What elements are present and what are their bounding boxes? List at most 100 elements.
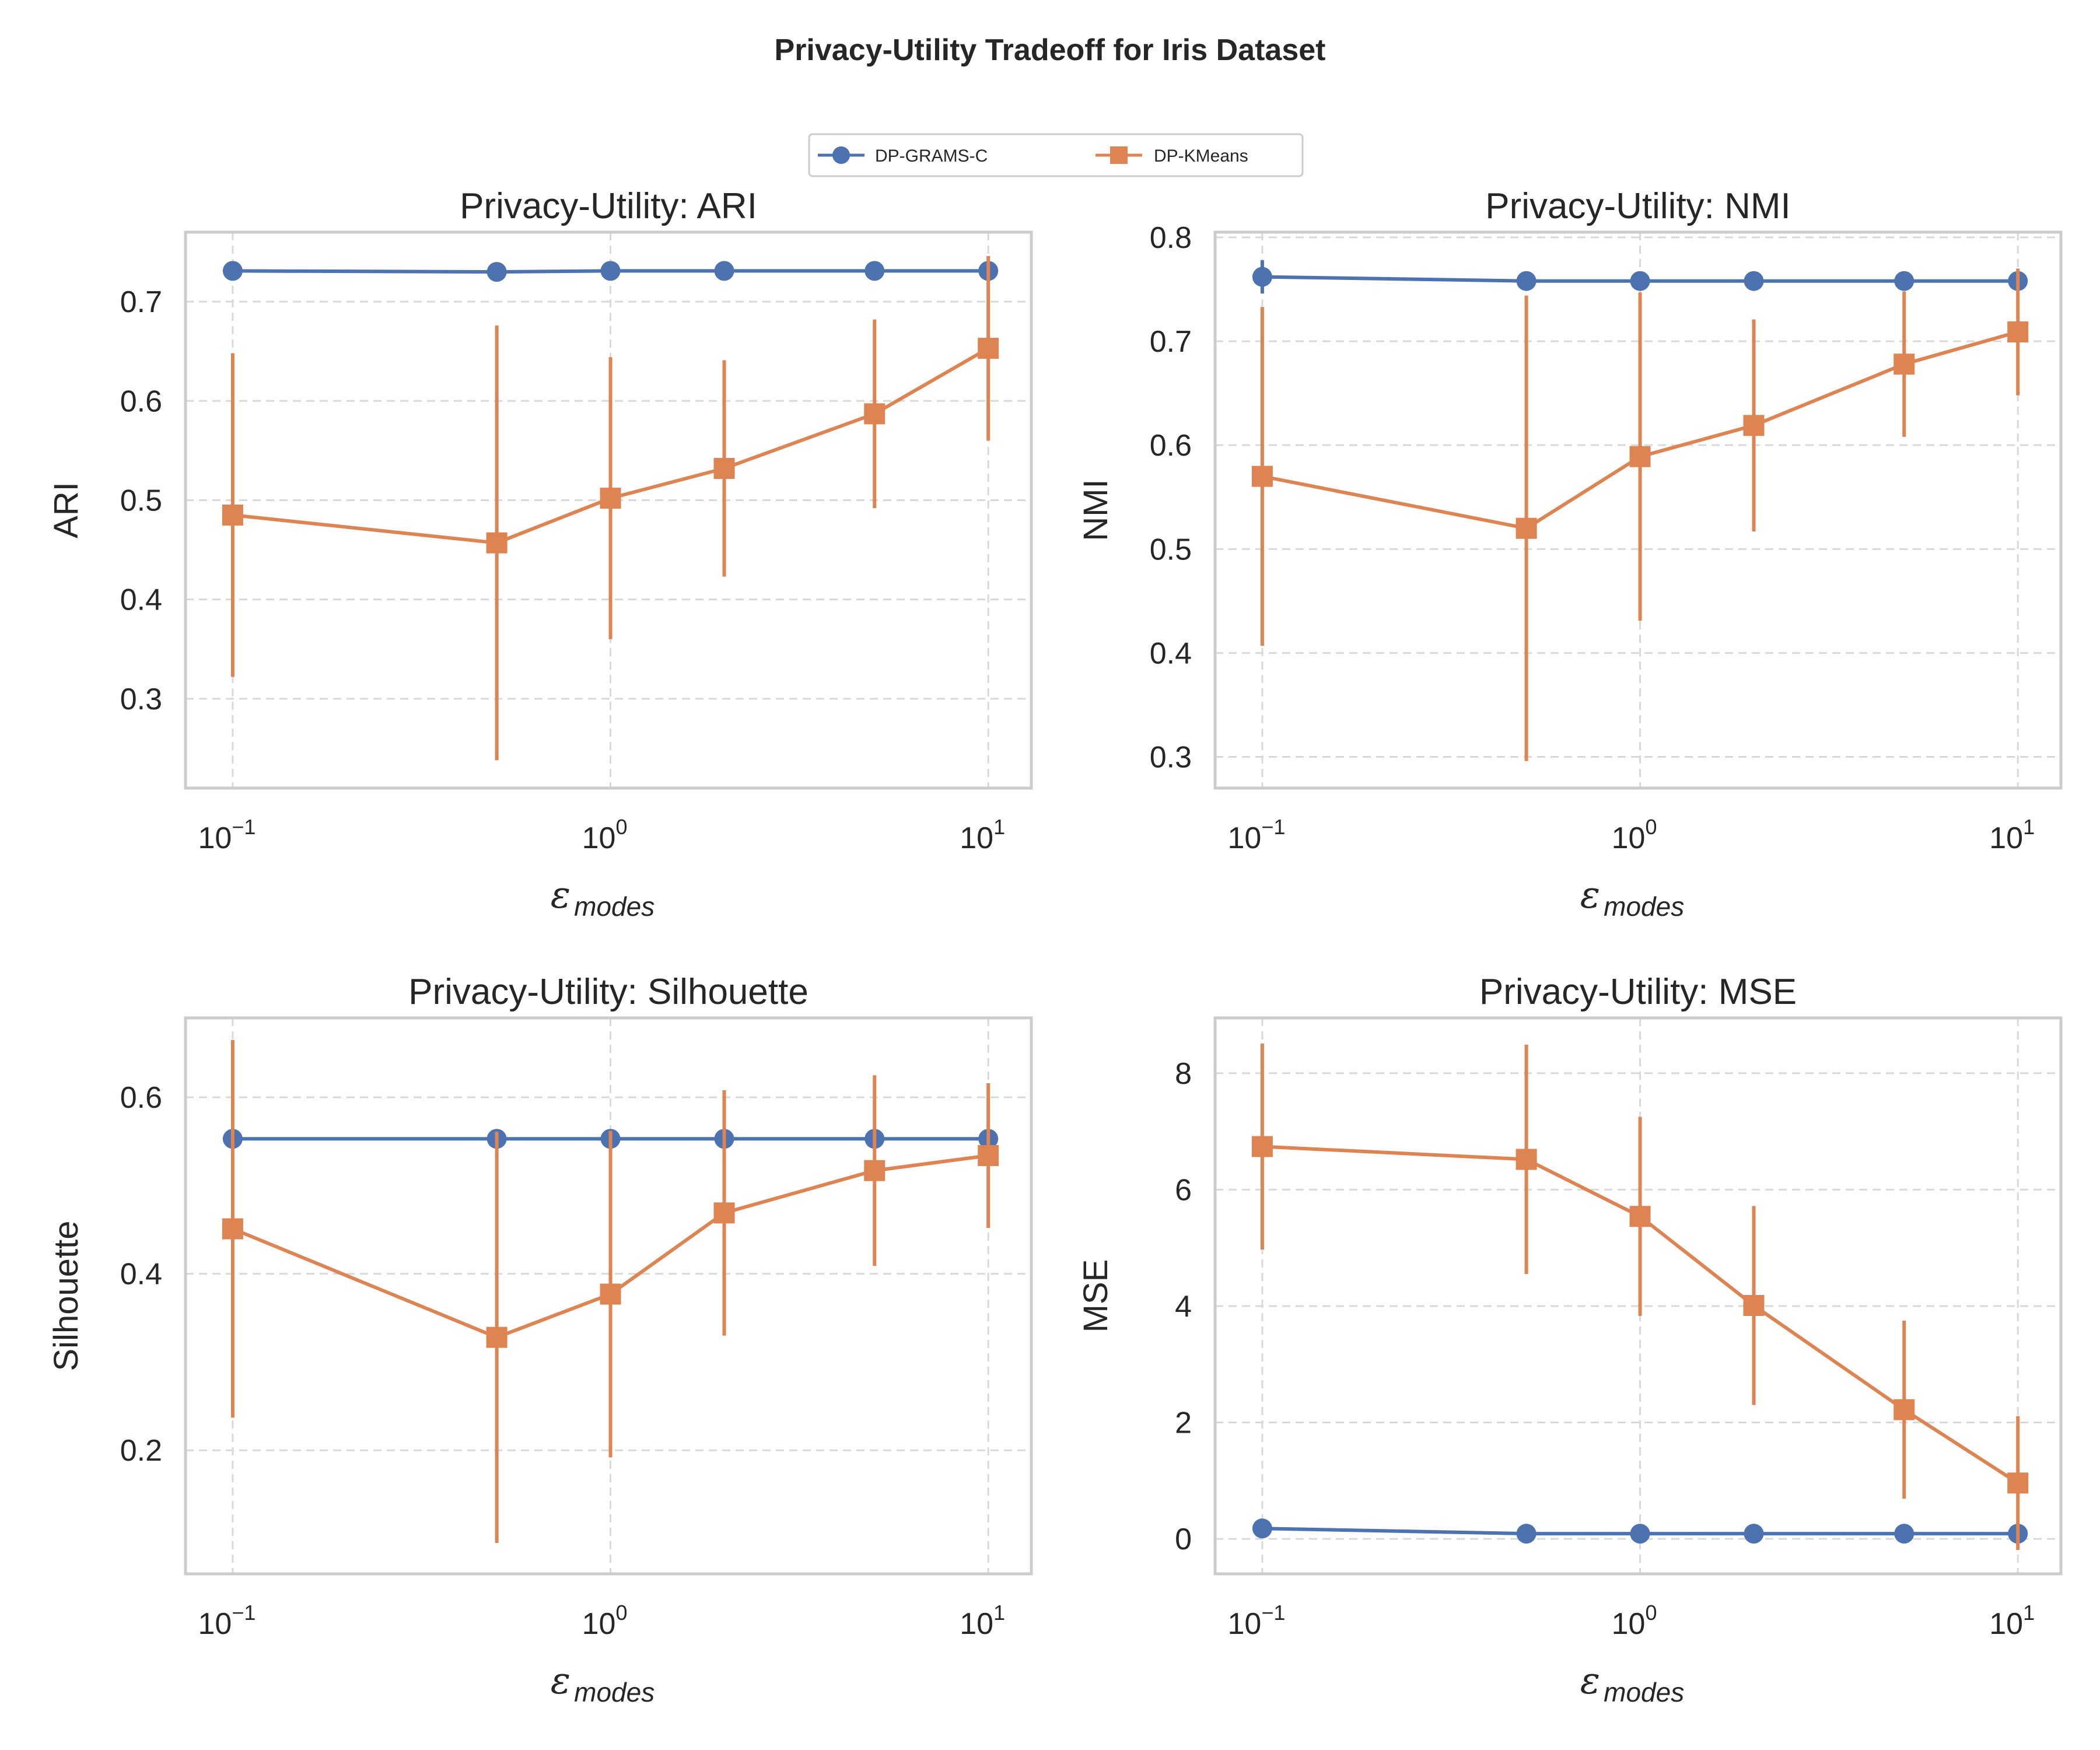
data-point (1744, 1524, 1764, 1544)
data-point (1744, 271, 1764, 291)
data-point (1629, 1206, 1651, 1227)
data-point (978, 338, 999, 359)
data-point (1516, 517, 1537, 539)
data-point (222, 505, 243, 526)
data-point (713, 1202, 735, 1224)
data-point (713, 458, 735, 480)
subplot-title: Privacy-Utility: ARI (460, 186, 757, 226)
series-dp-grams-c (1252, 1518, 2028, 1544)
data-point (600, 261, 621, 281)
series-dp-grams-c (222, 261, 999, 282)
legend-label-dp-grams-c: DP-GRAMS-C (875, 146, 988, 166)
data-point (1894, 1524, 1915, 1544)
y-tick-label: 0.6 (120, 384, 162, 418)
series-dp-kmeans (1251, 268, 2029, 761)
series-dp-kmeans (222, 1040, 999, 1544)
y-tick-label: 0.8 (1150, 221, 1192, 255)
data-point (864, 403, 886, 425)
y-tick-label: 0.5 (120, 484, 162, 517)
x-tick-label: 10−1 (198, 815, 256, 855)
data-point (978, 1144, 999, 1166)
x-tick-label: 10−1 (198, 1601, 256, 1641)
axes-frame (1213, 230, 2063, 790)
data-point (2007, 321, 2029, 343)
subplots: Privacy-Utility: ARI 0.3 0.4 0.5 0.6 0.7 10−1 1… (47, 186, 2063, 1707)
y-tick-label: 8 (1175, 1057, 1192, 1091)
y-tick-label: 0.4 (120, 583, 162, 617)
subplot-mse: Privacy-Utility: MSE 0 2 4 6 8 10−1 100 101 ε mode… (1077, 972, 2063, 1707)
data-point (486, 1326, 508, 1348)
series-dp-kmeans (222, 256, 999, 761)
subplot-silhouette: Privacy-Utility: Silhouette 0.2 0.4 0.6 10−1… (47, 972, 1033, 1707)
y-tick-label: 0 (1175, 1522, 1192, 1556)
data-point (600, 488, 621, 509)
y-tick-label: 4 (1175, 1290, 1192, 1324)
data-point (864, 261, 885, 281)
data-point (1516, 1149, 1537, 1170)
data-point (1894, 271, 1915, 291)
legend: DP-GRAMS-C DP-KMeans (808, 133, 1304, 177)
data-point (600, 1283, 621, 1305)
data-point (1743, 415, 1765, 436)
data-point (222, 1218, 243, 1240)
data-point (1630, 1524, 1650, 1544)
subplot-title: Privacy-Utility: MSE (1479, 972, 1797, 1012)
y-tick-label: 0.4 (120, 1258, 162, 1292)
series-line (1262, 275, 2018, 283)
data-point (1894, 354, 1915, 375)
legend-frame (808, 133, 1304, 177)
data-point (487, 262, 507, 282)
series-dp-grams-c (1252, 260, 2028, 294)
x-tick-label: 100 (582, 1601, 628, 1641)
legend-marker-dp-grams-c (832, 146, 850, 164)
y-tick-label: 0.2 (120, 1434, 162, 1468)
figure-title: Privacy-Utility Tradeoff for Iris Datase… (775, 33, 1326, 67)
plot-area (1215, 1018, 2061, 1574)
legend-marker-dp-kmeans (1110, 146, 1128, 164)
series-line (232, 346, 989, 545)
x-tick-label: 10−1 (1227, 815, 1285, 855)
y-axis-label: Silhouette (47, 1221, 85, 1371)
subplot-title: Privacy-Utility: Silhouette (408, 972, 808, 1012)
data-point (1252, 1518, 1272, 1539)
y-axis-label: ARI (47, 482, 85, 538)
y-tick-label: 0.6 (120, 1081, 162, 1115)
data-point (1516, 271, 1536, 291)
data-point (864, 1160, 886, 1181)
data-point (1743, 1294, 1765, 1316)
x-tick-label: 101 (960, 815, 1005, 855)
x-tick-label: 100 (1612, 815, 1657, 855)
data-point (714, 261, 734, 281)
subplot-nmi: Privacy-Utility: NMI 0.3 0.4 0.5 0.6 0.7 0.8 10… (1077, 186, 2063, 922)
plot-area (1215, 232, 2061, 788)
plot-area (186, 232, 1031, 788)
data-point (1251, 466, 1273, 487)
data-point (1894, 1399, 1915, 1420)
series-line (1262, 1527, 2018, 1536)
x-axis-label: ε modes (551, 1660, 654, 1707)
data-point (1629, 446, 1651, 467)
y-tick-label: 2 (1175, 1406, 1192, 1440)
data-point (222, 261, 243, 281)
x-axis-label: ε modes (1580, 874, 1684, 922)
series-line (232, 269, 989, 274)
y-axis-label: MSE (1077, 1259, 1115, 1333)
y-tick-label: 0.3 (1150, 741, 1192, 775)
x-tick-label: 101 (960, 1601, 1005, 1641)
series-line (232, 1154, 989, 1339)
x-tick-label: 101 (1989, 1601, 2035, 1641)
y-tick-label: 0.6 (1150, 429, 1192, 463)
data-point (1251, 1136, 1273, 1157)
y-tick-label: 6 (1175, 1173, 1192, 1207)
legend-label-dp-kmeans: DP-KMeans (1154, 146, 1248, 166)
x-axis-label: ε modes (1580, 1660, 1684, 1707)
data-point (1630, 271, 1650, 291)
series-line (1262, 1144, 2019, 1485)
axes-frame (184, 1016, 1033, 1576)
x-axis-label: ε modes (551, 874, 654, 922)
subplot-ari: Privacy-Utility: ARI 0.3 0.4 0.5 0.6 0.7 10−1 1… (47, 186, 1033, 922)
data-point (1516, 1524, 1536, 1544)
series-line (1262, 330, 2019, 530)
y-tick-label: 0.5 (1150, 533, 1192, 566)
